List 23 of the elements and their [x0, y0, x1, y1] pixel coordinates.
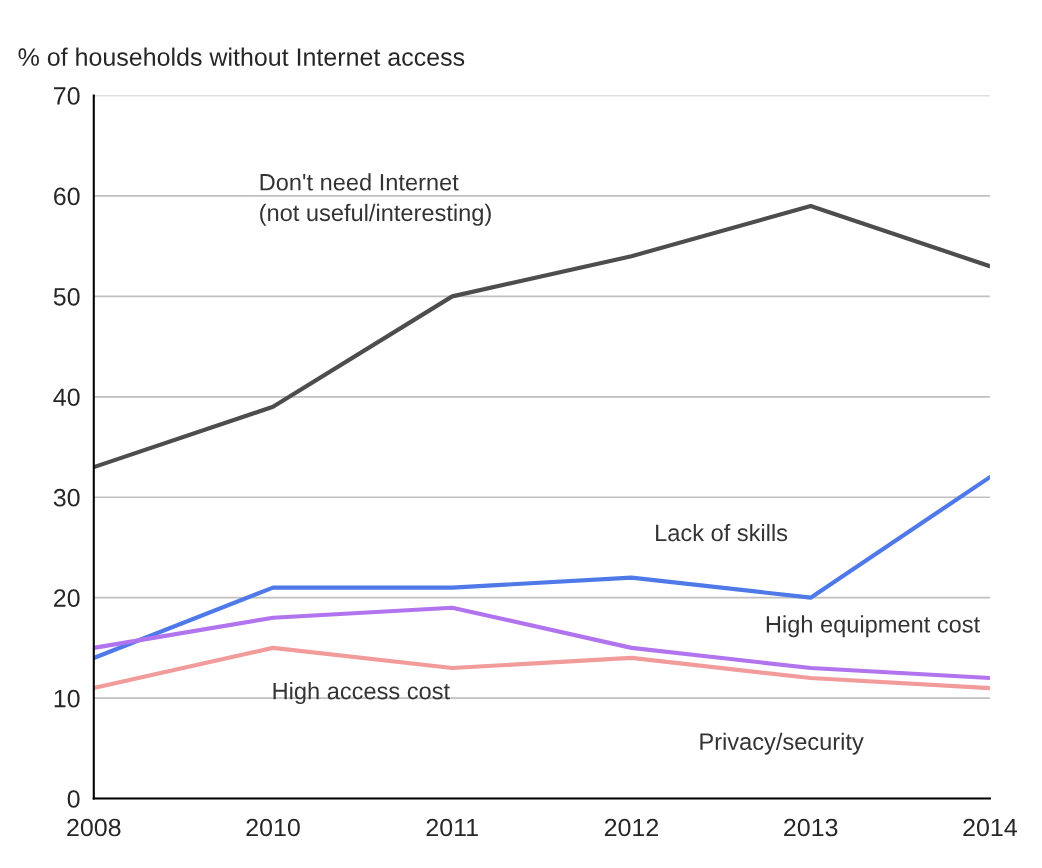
y-tick-label: 20: [54, 589, 80, 607]
x-tick-label: 2008: [67, 818, 121, 837]
y-tick-label: 30: [53, 488, 80, 507]
y-tick-label: 70: [54, 87, 80, 105]
y-tick-label: 50: [53, 287, 80, 306]
y-tick-label: 60: [54, 187, 80, 206]
y-tick-label: 0: [67, 790, 80, 808]
annotation: Privacy/security: [700, 732, 864, 755]
series-label: High equipment cost: [766, 615, 980, 638]
series-label: Lack of skills: [656, 523, 788, 542]
x-tick-label: 2011: [426, 818, 478, 837]
y-tick-label: 10: [54, 689, 80, 708]
line-series: [93, 475, 990, 661]
text: Don't need Internet (not useful/interesting): [260, 173, 491, 226]
series-label: High access cost: [273, 682, 450, 705]
line-series: [93, 203, 990, 470]
y-tick-label: 40: [53, 388, 80, 407]
x-tick-label: 2012: [604, 818, 659, 837]
x-tick-label: 2014: [963, 818, 1017, 837]
line-series: [93, 605, 990, 681]
x-tick-label: 2010: [246, 818, 300, 837]
x-tick-label: 2013: [784, 818, 838, 837]
y-axis-title: % of households without Internet access: [18, 47, 465, 66]
